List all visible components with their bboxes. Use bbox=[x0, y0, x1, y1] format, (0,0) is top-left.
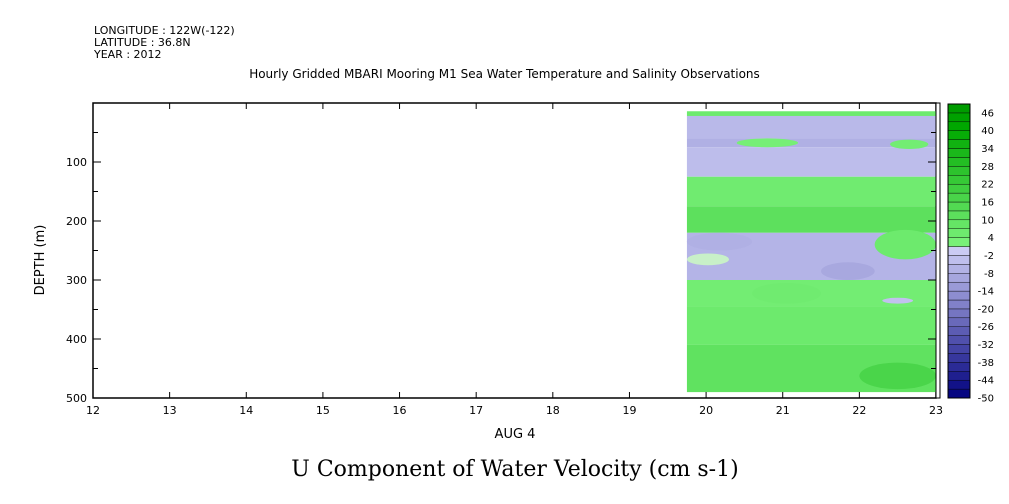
colorbar-swatch bbox=[947, 273, 971, 283]
colorbar-swatch bbox=[947, 130, 971, 140]
depth-band-3 bbox=[686, 147, 936, 177]
depth-band-5 bbox=[686, 206, 936, 233]
x-tick-label-22: 22 bbox=[852, 404, 866, 417]
colorbar-swatch bbox=[947, 192, 971, 203]
colorbar-swatch bbox=[947, 388, 971, 399]
colorbar-swatch bbox=[947, 121, 971, 131]
colorbar-swatch bbox=[947, 308, 971, 319]
colorbar-swatch bbox=[947, 335, 971, 345]
depth-band-4 bbox=[686, 176, 936, 207]
x-tick-label-14: 14 bbox=[239, 404, 253, 417]
colorbar-swatch bbox=[947, 264, 971, 274]
colorbar-swatch bbox=[947, 210, 971, 221]
year-label: YEAR : 2012 bbox=[94, 48, 162, 61]
x-tick-label-21: 21 bbox=[776, 404, 790, 417]
y-tick-label-400: 400 bbox=[66, 333, 87, 346]
contour-feature-5 bbox=[874, 229, 936, 260]
contour-feature-1 bbox=[890, 139, 929, 150]
x-tick-label-17: 17 bbox=[469, 404, 483, 417]
colorbar-swatch bbox=[947, 317, 971, 327]
y-axis-title: DEPTH (m) bbox=[33, 225, 48, 296]
plot-right-border bbox=[935, 102, 941, 399]
colorbar: 46 40 34 28 22 16 10 4 -2 -8 -14 -20 -26 -32 -38 -44 -50 bbox=[947, 103, 994, 405]
x-tick-label-13: 13 bbox=[163, 404, 177, 417]
colorbar-swatch bbox=[947, 228, 971, 238]
colorbar-swatch bbox=[947, 237, 971, 247]
colorbar-swatch bbox=[947, 290, 971, 301]
axes-layer: 12 13 14 15 16 17 18 19 20 21 22 23 100 200 300 400 500 bbox=[66, 103, 943, 417]
x-tick-label-20: 20 bbox=[699, 404, 713, 417]
colorbar-label-10: -14 bbox=[978, 287, 994, 298]
x-axis-title: AUG 4 bbox=[495, 427, 536, 442]
colorbar-swatch bbox=[947, 371, 971, 381]
latitude-label: LATITUDE : 36.8N bbox=[94, 36, 191, 49]
colorbar-swatch bbox=[947, 112, 971, 123]
colorbar-label-0: 46 bbox=[981, 108, 994, 119]
colorbar-swatch bbox=[947, 281, 971, 292]
y-tick-label-500: 500 bbox=[66, 392, 87, 405]
colorbar-swatch bbox=[947, 362, 971, 372]
colorbar-label-13: -32 bbox=[978, 340, 994, 351]
colorbar-label-15: -44 bbox=[978, 376, 994, 387]
colorbar-swatch bbox=[947, 326, 971, 336]
colorbar-label-1: 40 bbox=[981, 126, 994, 137]
colorbar-swatch bbox=[947, 183, 971, 194]
colorbar-swatch bbox=[947, 175, 971, 185]
contour-feature-6 bbox=[752, 282, 822, 304]
colorbar-label-14: -38 bbox=[978, 358, 994, 369]
colorbar-swatch bbox=[947, 157, 971, 167]
colorbar-label-11: -20 bbox=[978, 304, 994, 315]
colorbar-frame bbox=[947, 103, 971, 399]
colorbar-swatch bbox=[947, 379, 971, 390]
colorbar-swatch bbox=[947, 344, 971, 354]
colorbar-swatch bbox=[947, 148, 971, 158]
colorbar-label-2: 34 bbox=[981, 144, 994, 155]
contour-feature-4 bbox=[821, 262, 875, 280]
depth-band-1 bbox=[686, 115, 936, 139]
y-tick-label-200: 200 bbox=[66, 215, 87, 228]
chart-title: Hourly Gridded MBARI Mooring M1 Sea Wate… bbox=[249, 67, 760, 81]
colorbar-swatch bbox=[947, 353, 971, 363]
colorbar-label-12: -26 bbox=[978, 322, 994, 333]
colorbar-swatch bbox=[947, 166, 971, 176]
longitude-label: LONGITUDE : 122W(-122) bbox=[94, 24, 235, 37]
colorbar-swatch bbox=[947, 201, 971, 212]
contour-feature-2 bbox=[686, 232, 753, 251]
contour-feature-3 bbox=[686, 253, 730, 266]
depth-band-8 bbox=[686, 306, 936, 345]
x-tick-label-16: 16 bbox=[393, 404, 407, 417]
colorbar-swatch bbox=[947, 255, 971, 265]
colorbar-label-3: 28 bbox=[981, 162, 994, 173]
y-tick-label-100: 100 bbox=[66, 156, 87, 169]
variable-title: U Component of Water Velocity (cm s-1) bbox=[291, 457, 738, 482]
contour-feature-0 bbox=[736, 138, 799, 148]
x-tick-label-23: 23 bbox=[929, 404, 943, 417]
colorbar-swatch bbox=[947, 103, 971, 114]
x-tick-label-18: 18 bbox=[546, 404, 560, 417]
colorbar-label-16: -50 bbox=[978, 394, 994, 405]
colorbar-swatch bbox=[947, 299, 971, 310]
x-tick-label-12: 12 bbox=[86, 404, 100, 417]
contour-feature-7 bbox=[882, 297, 914, 304]
colorbar-label-7: 4 bbox=[988, 233, 994, 244]
colorbar-swatch bbox=[947, 219, 971, 229]
depth-band-0 bbox=[686, 111, 936, 116]
colorbar-label-5: 16 bbox=[981, 198, 994, 209]
colorbar-label-9: -8 bbox=[984, 269, 994, 280]
contour-feature-8 bbox=[859, 362, 936, 390]
colorbar-swatch bbox=[947, 246, 971, 256]
data-layer bbox=[686, 111, 936, 393]
colorbar-swatch bbox=[947, 139, 971, 149]
colorbar-label-4: 22 bbox=[981, 180, 994, 191]
x-tick-label-15: 15 bbox=[316, 404, 330, 417]
x-tick-label-19: 19 bbox=[622, 404, 636, 417]
depth-band-2 bbox=[686, 138, 936, 148]
colorbar-label-8: -2 bbox=[984, 251, 994, 262]
colorbar-label-6: 10 bbox=[981, 215, 994, 226]
y-tick-label-300: 300 bbox=[66, 274, 87, 287]
